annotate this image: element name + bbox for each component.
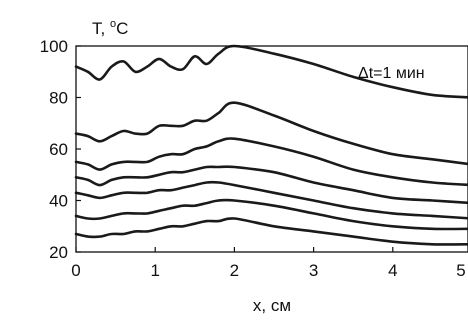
y-tick-label: 80 [49, 89, 68, 108]
ticks-layer: 0 1 2 3 4 5 20 40 60 80 100 [40, 37, 466, 280]
x-axis-label: x, см [253, 296, 291, 315]
x-tick-label: 0 [71, 261, 80, 280]
series-line-1 [74, 44, 468, 99]
series-line-3 [74, 137, 468, 187]
x-tick-label: 3 [309, 261, 318, 280]
y-tick-label: 20 [49, 243, 68, 262]
series-layer [74, 44, 468, 246]
series-line-7 [74, 217, 468, 246]
x-tick-label: 2 [230, 261, 239, 280]
x-tick-label: 5 [456, 261, 465, 280]
series-line-6 [74, 198, 468, 231]
series-line-4 [74, 165, 468, 205]
y-axis-label: T, oC [92, 18, 128, 38]
y-tick-label: 100 [40, 37, 68, 56]
series-line-2 [74, 101, 468, 166]
y-tick-label: 60 [49, 140, 68, 159]
time-step-annotation: Δt=1 мин [358, 65, 425, 82]
series-line-5 [74, 180, 468, 220]
x-tick-label: 4 [388, 261, 397, 280]
x-tick-label: 1 [150, 261, 159, 280]
y-tick-label: 40 [49, 192, 68, 211]
